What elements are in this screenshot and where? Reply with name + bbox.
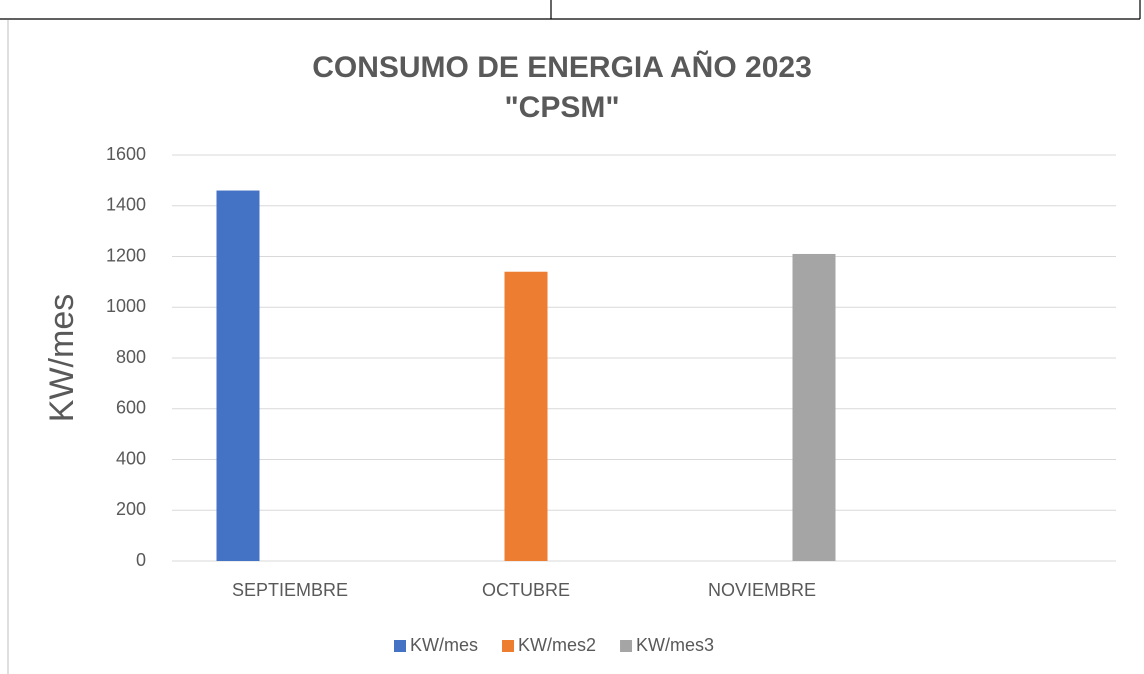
chart-subtitle: "CPSM": [504, 91, 619, 124]
legend-swatch: [620, 640, 633, 652]
x-tick-label: SEPTIEMBRE: [232, 580, 348, 600]
legend-swatch: [502, 640, 515, 652]
legend-swatch: [394, 640, 406, 652]
y-tick-label: 1000: [106, 296, 146, 316]
x-tick-label: NOVIEMBRE: [708, 580, 816, 600]
y-tick-label: 600: [116, 398, 146, 418]
legend-label: KW/mes3: [636, 635, 714, 655]
legend-label: KW/mes2: [518, 635, 596, 655]
y-axis-label: KW/mes: [43, 294, 81, 422]
bar: [504, 271, 548, 561]
y-tick-label: 0: [136, 550, 146, 570]
y-tick-label: 200: [116, 499, 146, 519]
bar: [792, 253, 836, 561]
y-tick-label: 1200: [106, 245, 146, 265]
x-tick-label: OCTUBRE: [482, 580, 570, 600]
legend-label: KW/mes: [410, 635, 478, 655]
chart-title: CONSUMO DE ENERGIA AÑO 2023: [312, 50, 812, 84]
table-border: [0, 0, 1141, 20]
y-tick-label: 1400: [106, 195, 146, 215]
y-tick-label: 1600: [106, 144, 146, 164]
bar: [216, 190, 260, 561]
y-tick-label: 400: [116, 448, 146, 468]
y-tick-label: 800: [116, 347, 146, 367]
